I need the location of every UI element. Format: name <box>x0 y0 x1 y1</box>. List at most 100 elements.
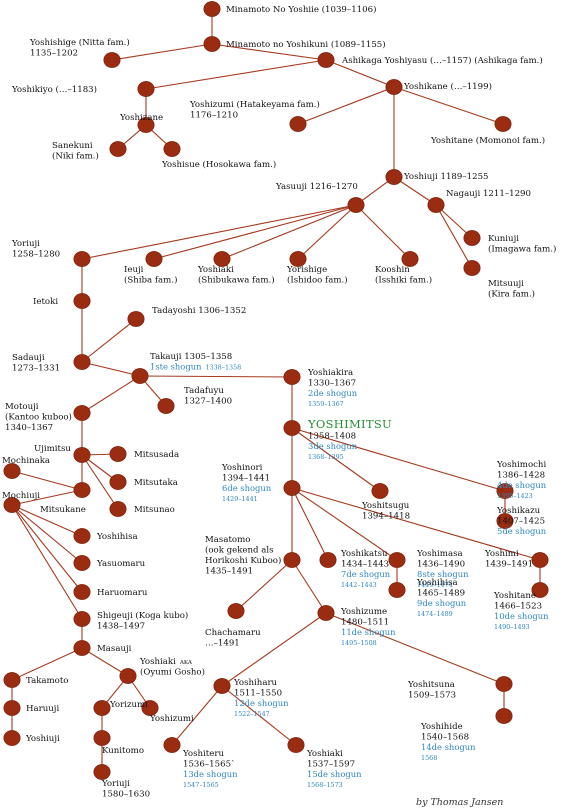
node-mitsusada <box>109 446 127 462</box>
node-yoshizumi <box>141 700 159 716</box>
label-tadayoshi: Tadayoshi 1306–1352 <box>152 306 246 316</box>
label-kunitomo: Kunitomo <box>102 746 144 756</box>
label-yorishige-line-1: (Ishidoo fam.) <box>287 275 348 286</box>
node-yoshitsugu <box>371 483 389 499</box>
label-kuniuji: Kuniuji(Imagawa fam.) <box>488 234 556 255</box>
label-yoshinori-line-1: 1394–1441 <box>222 474 270 484</box>
connector-mochiuji-yoshihisa_k <box>11 504 83 537</box>
connector-takauji-yoshiakira <box>139 375 293 378</box>
label-yoshikane: Yoshikane (…–1199) <box>403 81 492 92</box>
label-yoshizumi-line-0: Yoshizumi <box>149 714 194 724</box>
label-yasuuji: Yasuuji 1216–1270 <box>275 182 358 192</box>
label-yoshiharu-line-0: Yoshiharu <box>233 678 278 688</box>
label-masatomo-line-2: Horikoshi Kuboo) <box>205 555 281 566</box>
node-yoshikane <box>385 79 403 95</box>
connector-mochiuji-yasuomaru <box>11 504 83 564</box>
label-sadauji-line-1: 1273–1331 <box>12 364 60 374</box>
node-yoshihide <box>495 708 513 724</box>
node-chachamaru <box>227 603 245 619</box>
label-yoshimasa-line-1: 1436–1490 <box>417 560 465 570</box>
label-shigeuji-line-1: 1438–1497 <box>97 622 145 632</box>
connector-yasuuji-kooshin <box>355 204 411 260</box>
label-minamoto-yoshiie: Minamoto No Yoshiie (1039–1106) <box>226 4 376 15</box>
label-yoshimitsu-line-3: 1368–1395 <box>308 453 344 461</box>
node-shigeuji <box>73 611 91 627</box>
label-yoshihisa-koga: Yoshihisa <box>96 532 138 542</box>
connector-masatomo-chachamaru <box>235 559 293 612</box>
label-ujimitsu-line-0: Ujimitsu <box>34 444 71 454</box>
label-yorishige: Yorishige(Ishidoo fam.) <box>286 265 348 286</box>
label-yoshitane-line-3: 1490–1493 <box>494 623 530 631</box>
label-mitsuuji-line-0: Mitsuuji <box>488 279 524 289</box>
label-haruuji-line-0: Haruuji <box>26 704 59 714</box>
label-yoshiaki-shibukawa-line-0: Yoshiaki <box>197 265 234 275</box>
connector-nagauji-mitsuuji <box>435 204 473 269</box>
connector-ujimitsu-mitsunao <box>81 454 119 510</box>
label-yoshihisa-line-1: 1465–1489 <box>417 589 465 599</box>
label-yoshishige-line-0: Yoshishige (Nitta fam.) <box>29 37 130 48</box>
label-mitsukane-line-0: Mitsukane <box>40 505 86 515</box>
label-tadayoshi-line-0: Tadayoshi 1306–1352 <box>152 306 246 316</box>
label-yoshitane-line-2: 10de shogun <box>494 611 549 621</box>
connector-mochiuji-shigeuji <box>11 504 83 620</box>
label-yoshiaki-koga: Yoshiaki AKA(Oyumi Gosho) <box>139 657 205 678</box>
label-yoshizumi: Yoshizumi <box>149 714 194 724</box>
label-yasuuji-line-0: Yasuuji 1216–1270 <box>275 182 358 192</box>
label-yoshinori-line-0: Yoshinori <box>221 463 263 473</box>
label-kooshin-line-1: (Isshiki fam.) <box>375 275 432 286</box>
label-yoshiteru-line-2: 13de shogun <box>183 769 238 779</box>
label-ujimitsu: Ujimitsu <box>34 444 71 454</box>
label-yasuomaru: Yasuomaru <box>96 559 146 569</box>
label-yoshikazu-line-2: 5de shogun <box>497 526 547 536</box>
label-yoriuji-koga-line-1: 1580–1630 <box>102 790 150 800</box>
node-yoshiaki_k <box>119 668 137 684</box>
node-sanekuni <box>109 141 127 157</box>
label-yoshiaki-shibukawa-line-1: (Shibukawa fam.) <box>198 275 275 286</box>
label-yoshimasa-line-3: 1449–1474 <box>417 581 453 589</box>
label-yoshizane-line-0: Yoshizane <box>119 113 163 123</box>
connector-masatomo-yoshizume <box>291 559 327 614</box>
node-yoshitane <box>531 582 549 598</box>
label-yoshiteru-line-0: Yoshiteru <box>182 749 224 759</box>
label-motouji-line-2: 1340–1367 <box>5 423 53 433</box>
label-yoshiteru-line-1: 1536–1565` <box>183 759 235 770</box>
connector-yoshizume-yoshiharu <box>221 612 327 687</box>
label-yoshishige: Yoshishige (Nitta fam.)1135–1202 <box>29 37 130 59</box>
node-yoriuji <box>73 251 91 267</box>
connector-yoshizume-yoshitsuna <box>325 612 505 685</box>
label-yoshikazu-line-1: 1407–1425 <box>497 517 545 527</box>
label-yoshiaki-line-2: 15de shogun <box>307 769 362 779</box>
label-shigeuji-line-0: Shigeuji (Koga kubo) <box>97 610 188 621</box>
label-yoshikazu-line-0: Yoshikazu <box>496 506 541 516</box>
connector-yoshiharu-yoshiteru <box>171 685 223 746</box>
node-yoshinori <box>283 480 301 496</box>
connector-yoshimitsu-yoshitsugu <box>291 427 381 492</box>
node-mitsunao <box>109 501 127 517</box>
label-chachamaru-line-0: Chachamaru <box>205 628 261 638</box>
label-sanekuni-line-1: (Niki fam.) <box>52 151 99 162</box>
connector-yoshimitsu-yoshimochi <box>291 427 506 492</box>
label-yoshizumi-hatakeyama-line-1: 1176–1210 <box>190 111 238 121</box>
node-ieuji <box>145 251 163 267</box>
node-ietoki <box>73 293 91 309</box>
node-yoshihisa_k <box>73 528 91 544</box>
label-yoshimochi-line-3: 1395–1423 <box>497 492 533 500</box>
label-yoshiteru-line-3: 1547–1565 <box>183 781 219 789</box>
node-tadafuyu <box>157 398 175 414</box>
label-yoshihisa-koga-line-0: Yoshihisa <box>96 532 138 542</box>
label-yoshimasa-line-2: 8ste shogun <box>417 569 469 579</box>
label-sanekuni-line-0: Sanekuni <box>52 141 93 151</box>
node-kuniuji <box>463 230 481 246</box>
label-yoshihide-line-1: 1540–1568 <box>421 733 469 743</box>
label-ieuji-line-0: Ieuji <box>124 265 144 275</box>
connector-yasuuji-ieuji <box>153 204 357 260</box>
